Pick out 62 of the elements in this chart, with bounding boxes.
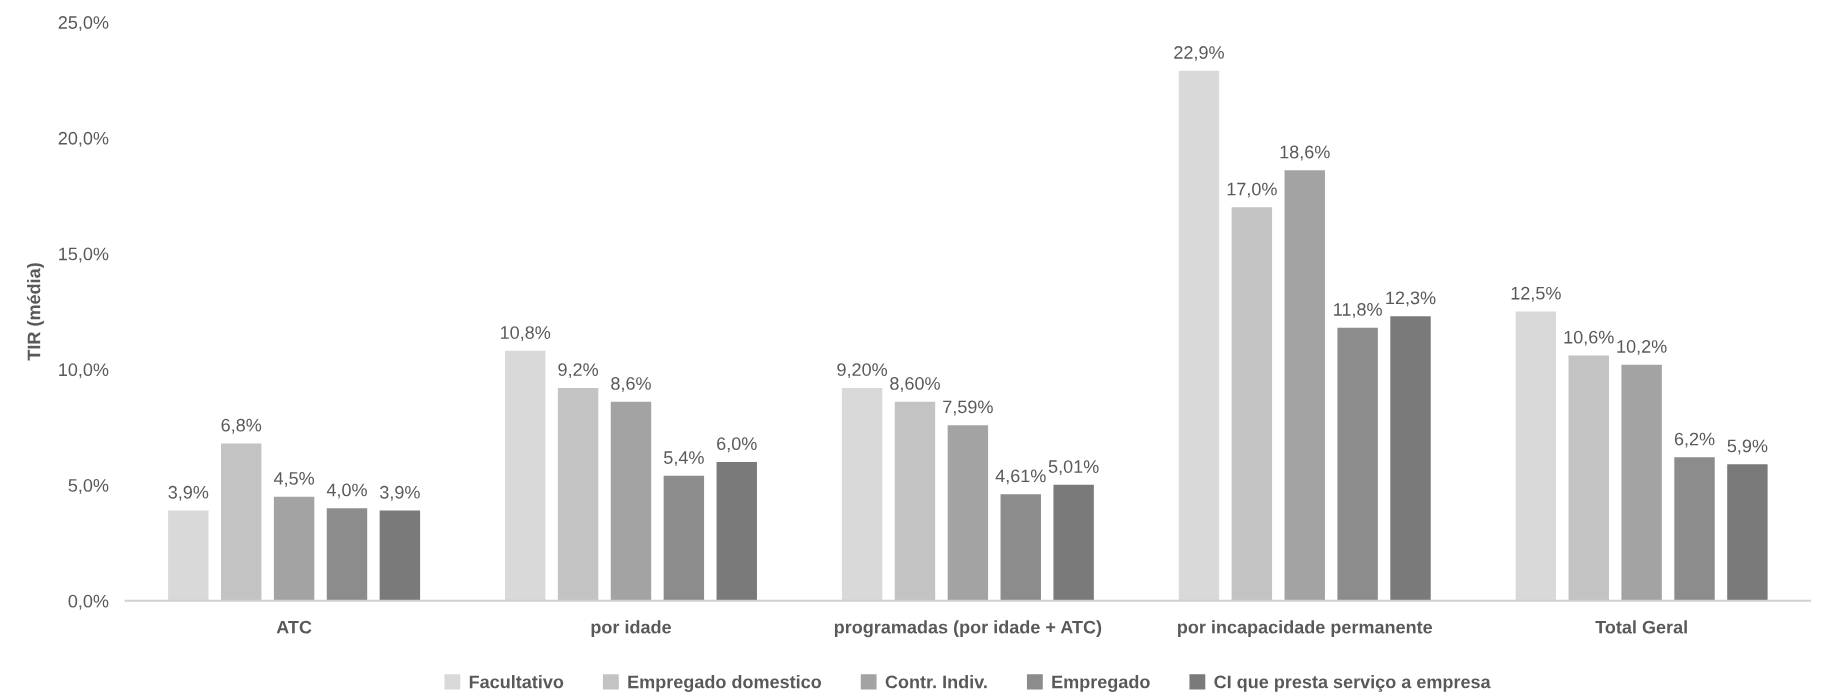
bar	[220, 443, 262, 601]
bar	[379, 510, 421, 601]
data-label: 3,9%	[379, 485, 420, 501]
data-label: 4,0%	[326, 483, 367, 499]
bar	[1337, 327, 1378, 601]
y-tick-label: 10,0%	[59, 363, 109, 379]
bar	[1231, 207, 1273, 601]
data-label: 10,6%	[1564, 330, 1614, 346]
data-label: 8,6%	[611, 377, 651, 392]
y-axis-title: TIR (média)	[26, 263, 44, 361]
legend-label: Contr. Indiv.	[885, 675, 987, 689]
bar	[716, 461, 757, 601]
bar	[557, 387, 599, 601]
data-label: 5,4%	[664, 451, 704, 467]
legend-label: Facultativo	[469, 675, 564, 689]
data-label: 6,2%	[1674, 432, 1715, 448]
data-label: 3,9%	[168, 485, 209, 501]
data-label: 10,2%	[1617, 340, 1667, 355]
bar	[1284, 170, 1325, 601]
legend-label: Empregado	[1052, 675, 1150, 692]
data-label: 9,2%	[558, 363, 599, 379]
data-label: 10,8%	[500, 326, 551, 342]
x-tick-label: ATC	[276, 620, 312, 634]
data-label: 12,3%	[1386, 291, 1436, 307]
bar	[1621, 364, 1662, 601]
bar	[894, 401, 936, 601]
y-tick-label: 25,0%	[58, 16, 109, 32]
x-tick-label: por incapacidade permanente	[1178, 620, 1433, 638]
x-tick-label: programadas (por idade + ATC)	[834, 620, 1102, 638]
y-tick-label: 20,0%	[58, 131, 109, 147]
data-label: 5,9%	[1727, 439, 1768, 455]
y-tick-label: 15,0%	[59, 247, 109, 263]
data-label: 17,0%	[1227, 182, 1277, 198]
bar	[663, 475, 705, 601]
legend-label: Empregado domestico	[628, 675, 822, 692]
x-tick-label: por idade	[591, 620, 671, 638]
data-label: 12,5%	[1511, 286, 1561, 302]
data-label: 6,8%	[221, 418, 262, 434]
bar	[1053, 484, 1094, 601]
data-label: 6,0%	[717, 437, 757, 453]
bar	[1390, 316, 1431, 601]
data-label: 18,6%	[1280, 145, 1330, 161]
data-label: 4,61%	[995, 469, 1046, 485]
x-tick-label: Total Geral	[1595, 620, 1687, 634]
data-label: 4,5%	[273, 472, 315, 487]
bar	[1568, 355, 1609, 601]
y-tick-label: 5,0%	[68, 479, 109, 494]
bar	[273, 496, 315, 601]
bar	[326, 508, 368, 601]
data-label: 8,60%	[890, 377, 940, 392]
data-label: 5,01%	[1048, 460, 1099, 476]
data-label: 22,9%	[1174, 46, 1224, 62]
y-tick-label: 0,0%	[68, 594, 109, 610]
data-label: 11,8%	[1334, 303, 1382, 318]
bar	[1727, 464, 1768, 601]
legend-label: CI que presta serviço a empresa	[1214, 675, 1491, 692]
bar	[1674, 457, 1715, 601]
bar	[610, 401, 652, 601]
data-label: 9,20%	[837, 363, 888, 379]
data-label: 7,59%	[943, 400, 993, 416]
bar	[947, 425, 989, 601]
bar	[1000, 494, 1041, 601]
